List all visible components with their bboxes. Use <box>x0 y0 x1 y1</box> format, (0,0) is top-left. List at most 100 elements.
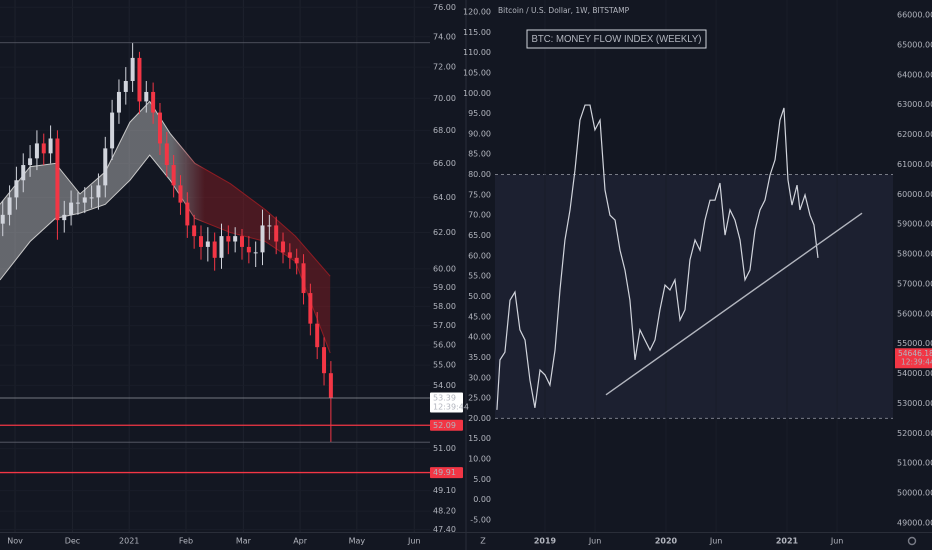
x-tick-label: Jun <box>830 537 844 546</box>
y-tick-label: 80.00 <box>468 170 491 179</box>
trend-line <box>605 212 863 396</box>
y2-tick-label: 60000.00 <box>897 190 932 199</box>
candle-body <box>226 236 231 242</box>
candle-body <box>192 225 197 237</box>
candle-body <box>116 91 121 113</box>
candle-body <box>267 225 272 227</box>
chart-title: Bitcoin / U.S. Dollar, 1W, BITSTAMP <box>498 6 630 15</box>
candle-body <box>178 185 183 203</box>
candle-body <box>322 347 327 374</box>
y-tick-label: 105.00 <box>463 68 491 77</box>
candle-body <box>110 112 115 149</box>
candle-body <box>82 197 87 203</box>
left-plot <box>0 0 430 532</box>
y2-tick-label: 64000.00 <box>897 70 932 79</box>
y-tick-label: 72.00 <box>433 63 456 72</box>
y-tick-label: 49.10 <box>433 486 456 495</box>
x-tick-label: Mar <box>236 537 252 546</box>
series-line <box>496 104 819 410</box>
settings-gear[interactable] <box>907 536 917 546</box>
y-tick-label: 51.00 <box>433 444 456 453</box>
axis-button[interactable]: Z <box>480 537 486 546</box>
candle-body <box>123 81 128 92</box>
x-tick-label: Nov <box>7 537 23 546</box>
candle-body <box>301 263 306 294</box>
y-tick-label: 40.00 <box>468 333 491 342</box>
y2-tick-label: 59000.00 <box>897 220 932 229</box>
y2-tick-label: 52000.00 <box>897 429 932 438</box>
y-tick-label: 59.00 <box>433 283 456 292</box>
y-tick-label: 0.00 <box>473 495 491 504</box>
y-tick-label: 62.00 <box>433 228 456 237</box>
candle-body <box>205 241 210 247</box>
settings-icon[interactable] <box>907 536 917 546</box>
candle-body <box>274 225 279 242</box>
x-tick-label: Jun <box>709 537 723 546</box>
x-tick-label: Dec <box>65 537 80 546</box>
y-tick-label: 45.00 <box>468 312 491 321</box>
y-tick-label: 60.00 <box>433 264 456 273</box>
y-tick-label: 20.00 <box>468 414 491 423</box>
candle-body <box>48 138 53 154</box>
y-tick-label: 110.00 <box>463 48 491 57</box>
candle-body <box>212 241 217 258</box>
x-tick-label: Feb <box>179 537 193 546</box>
x-tick-label: Jun <box>588 537 602 546</box>
y-tick-label: 100.00 <box>463 89 491 98</box>
x-tick-label: 2020 <box>655 537 678 546</box>
candle-body <box>198 236 203 247</box>
candle-body <box>253 252 258 254</box>
candle-body <box>0 214 5 224</box>
y-tick-label: 54.00 <box>433 381 456 390</box>
candle-body <box>103 148 108 186</box>
y2-tick-label: 54000.00 <box>897 369 932 378</box>
candle-body <box>185 202 190 226</box>
y-tick-label: 25.00 <box>468 394 491 403</box>
y-tick-label: 56.00 <box>433 341 456 350</box>
y-tick-label: 70.00 <box>468 211 491 220</box>
y-tick-label: 95.00 <box>468 109 491 118</box>
candle-body <box>246 246 251 253</box>
band-fill <box>495 174 893 419</box>
candle-body <box>14 180 19 198</box>
candle-body <box>130 57 135 82</box>
y-tick-label: 120.00 <box>463 8 491 17</box>
x-tick-label: May <box>349 537 366 546</box>
y-tick-label: 76.00 <box>433 3 456 12</box>
candle-body <box>157 112 162 144</box>
y-tick-label: 35.00 <box>468 353 491 362</box>
candle-body <box>21 165 26 181</box>
candle-body <box>34 143 39 159</box>
candle-body <box>164 143 169 166</box>
candle-body <box>144 91 149 102</box>
annotation-text: BTC: MONEY FLOW INDEX (WEEKLY) <box>532 34 702 45</box>
price-label: 49.91 <box>433 468 456 477</box>
x-tick-label: 2021 <box>776 537 799 546</box>
candle-body <box>328 373 333 398</box>
y-tick-label: 65.00 <box>468 231 491 240</box>
candle-body <box>151 91 156 113</box>
y-tick-label: 90.00 <box>468 129 491 138</box>
price-label: 53.39 <box>433 393 456 402</box>
ribbon-edge <box>0 100 331 277</box>
price-label-box <box>430 467 463 479</box>
y-tick-label: 74.00 <box>433 32 456 41</box>
candle-body <box>240 236 245 247</box>
y2-tick-label: 56000.00 <box>897 309 932 318</box>
annotation-box <box>526 29 707 49</box>
ribbon-edge <box>0 154 331 354</box>
candle-body <box>137 57 142 102</box>
y-tick-label: 115.00 <box>463 28 491 37</box>
y-tick-label: 60.00 <box>468 251 491 260</box>
y-tick-label: 55.00 <box>468 272 491 281</box>
candle-body <box>55 138 60 221</box>
y2-tick-label: 66000.00 <box>897 10 932 19</box>
y-tick-label: 30.00 <box>468 373 491 382</box>
y2-tick-label: 53000.00 <box>897 399 932 408</box>
y2-tick-label: 63000.00 <box>897 100 932 109</box>
y2-tick-label: 61000.00 <box>897 160 932 169</box>
y2-tick-label: 57000.00 <box>897 279 932 288</box>
